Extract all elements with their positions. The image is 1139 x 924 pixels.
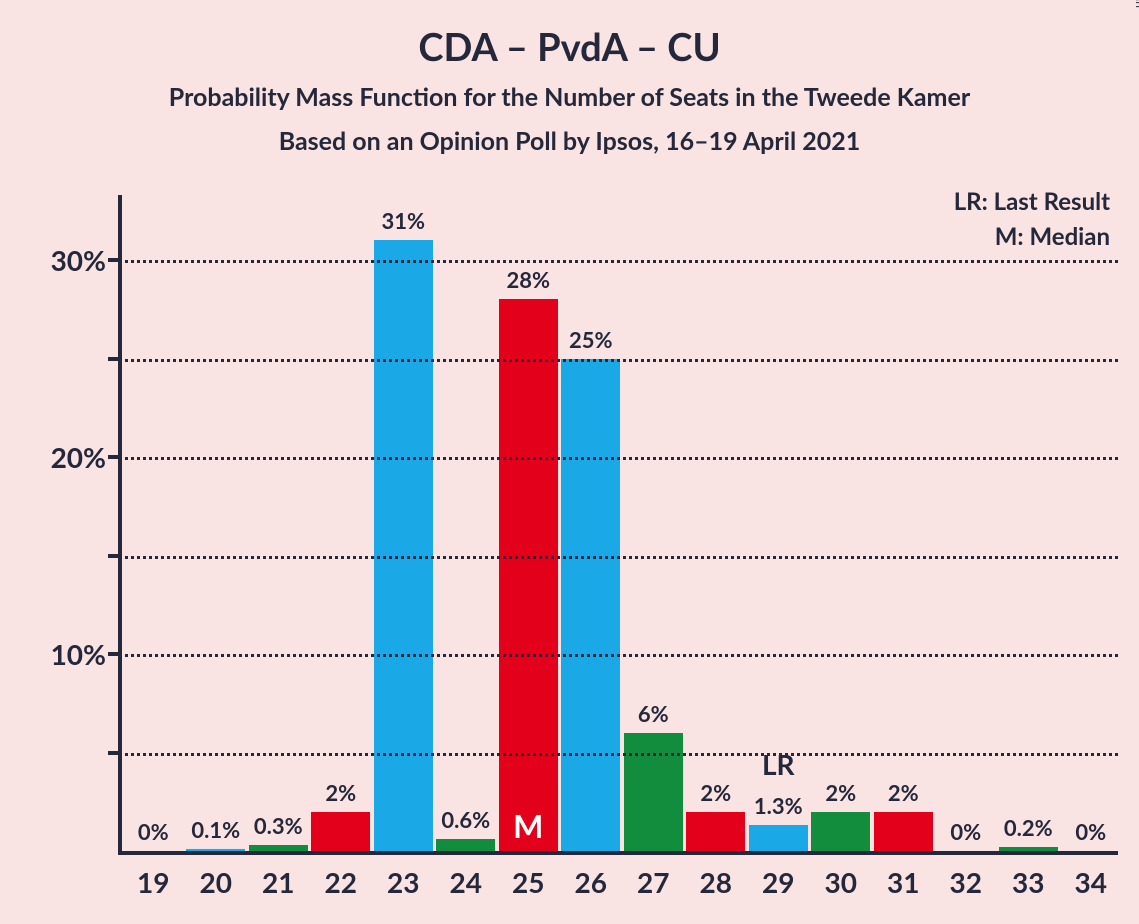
bar-value-label: 2% [888,779,919,806]
y-tick-label: 20% [51,440,106,474]
bar-value-label: 28% [506,266,550,293]
bar-value-label: 0% [138,818,169,845]
bar-value-label: 0.6% [441,806,490,833]
chart-container: © 2021 Filip van Laenen CDA – PvdA – CU … [0,0,1139,924]
x-tick-label: 26 [575,865,607,899]
gridline [118,457,1118,460]
bar-value-label: 2% [325,779,356,806]
bar: 28%M [499,299,558,851]
bar-value-label: 0.3% [254,812,303,839]
legend: LR: Last Result M: Median [954,187,1110,251]
bar-value-label: 2% [700,779,731,806]
x-tick-label: 33 [1012,865,1044,899]
bar: 1.3% [749,825,808,851]
x-tick-label: 31 [887,865,919,899]
bar-value-label: 6% [638,700,669,727]
x-tick-label: 23 [387,865,419,899]
gridline [118,359,1118,362]
gridline [118,753,1118,756]
x-tick-label: 19 [137,865,169,899]
bar: 2% [811,812,870,851]
bar: 25% [561,359,620,851]
y-tick-mark [108,554,118,558]
x-axis [118,851,1118,855]
bar: 2% [686,812,745,851]
bar: 2% [874,812,933,851]
bar: 0.1% [186,849,245,851]
x-tick-label: 30 [825,865,857,899]
bar: 31% [374,240,433,851]
copyright-text: © 2021 Filip van Laenen [1133,0,1139,8]
bar-value-label: 31% [381,207,425,234]
chart-title: CDA – PvdA – CU [0,24,1139,70]
gridline [118,654,1118,657]
x-tick-label: 34 [1075,865,1107,899]
bar-value-label: 25% [569,326,613,353]
y-tick-label: 30% [51,243,106,277]
x-tick-label: 22 [325,865,357,899]
y-tick-label: 10% [51,637,106,671]
x-tick-label: 29 [762,865,794,899]
x-tick-label: 24 [450,865,482,899]
x-tick-label: 32 [950,865,982,899]
bar: 6% [624,733,683,851]
y-tick-mark [108,652,118,656]
bar-value-label: 0.2% [1004,814,1053,841]
bar-value-label: 2% [825,779,856,806]
x-tick-label: 21 [262,865,294,899]
x-tick-label: 25 [512,865,544,899]
bar: 0.6% [436,839,495,851]
y-tick-mark [108,258,118,262]
bar: 0.3% [249,845,308,851]
legend-m: M: Median [954,222,1110,251]
bar-value-label: 0% [950,818,981,845]
chart-subtitle-2: Based on an Opinion Poll by Ipsos, 16–19… [0,126,1139,156]
plot-area: 0%0.1%0.3%2%31%0.6%28%M25%6%2%1.3%2%2%0%… [118,195,1118,855]
chart-subtitle-1: Probability Mass Function for the Number… [0,82,1139,112]
legend-lr: LR: Last Result [954,187,1110,216]
y-tick-mark [108,357,118,361]
x-tick-label: 27 [637,865,669,899]
y-tick-mark [108,455,118,459]
gridline [118,260,1118,263]
x-tick-label: 28 [700,865,732,899]
bar-value-label: 0% [1075,818,1106,845]
bar: 2% [311,812,370,851]
bar-value-label: 1.3% [754,792,803,819]
bar-value-label: 0.1% [191,816,240,843]
y-tick-mark [108,751,118,755]
bar: 0.2% [999,847,1058,851]
gridline [118,556,1118,559]
median-marker: M [513,806,543,845]
x-tick-label: 20 [200,865,232,899]
